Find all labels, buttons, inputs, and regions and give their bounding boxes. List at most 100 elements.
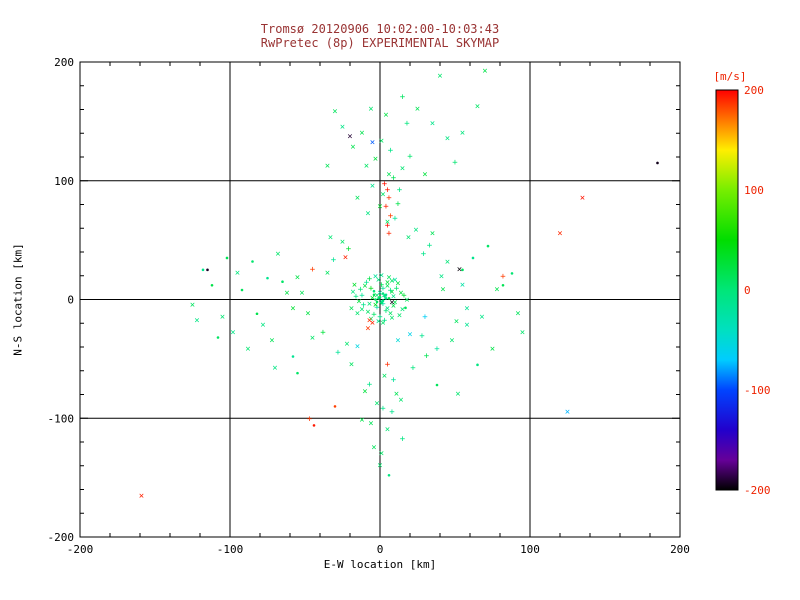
svg-text:×: × <box>400 164 405 174</box>
svg-text:+: + <box>427 241 433 251</box>
svg-text:×: × <box>359 128 364 138</box>
svg-text:×: × <box>362 387 367 397</box>
svg-text:×: × <box>310 334 315 344</box>
svg-text:×: × <box>352 280 357 290</box>
svg-text:×: × <box>415 105 420 115</box>
svg-text:×: × <box>440 285 445 295</box>
svg-text:×: × <box>349 304 354 314</box>
svg-text:×: × <box>398 289 403 299</box>
svg-text:×: × <box>404 296 409 306</box>
svg-text:×: × <box>190 300 195 310</box>
svg-text:×: × <box>194 316 199 326</box>
svg-text:0: 0 <box>744 284 751 297</box>
svg-text:×: × <box>460 128 465 138</box>
svg-text:×: × <box>295 273 300 283</box>
svg-text:×: × <box>389 298 394 308</box>
svg-text:×: × <box>359 416 364 426</box>
svg-text:×: × <box>386 170 391 180</box>
svg-text:×: × <box>385 217 390 227</box>
svg-text:×: × <box>449 336 454 346</box>
svg-text:+: + <box>361 300 367 310</box>
axis-tick-labels: -200 -100 0 100 200 -200 -100 0 100 200 <box>48 56 690 556</box>
svg-text:+: + <box>382 316 388 326</box>
svg-text:100: 100 <box>520 543 540 556</box>
svg-text:+: + <box>401 291 407 301</box>
svg-text:+: + <box>382 179 388 189</box>
svg-text:×: × <box>377 461 382 471</box>
svg-text:×: × <box>407 330 412 340</box>
svg-text:×: × <box>260 321 265 331</box>
svg-text:-100: -100 <box>48 412 75 425</box>
plot-frame <box>79 61 681 538</box>
svg-text:-200: -200 <box>48 531 75 544</box>
svg-text:×: × <box>389 287 394 297</box>
svg-text:×: × <box>389 314 394 324</box>
svg-text:×: × <box>373 154 378 164</box>
svg-text:×: × <box>245 344 250 354</box>
svg-text:+: + <box>307 414 313 424</box>
svg-text:-200: -200 <box>744 484 771 497</box>
svg-text:+: + <box>377 312 383 322</box>
svg-text:×: × <box>494 285 499 295</box>
svg-text:×: × <box>355 342 360 352</box>
svg-text:×: × <box>400 305 405 315</box>
svg-text:+: + <box>380 404 386 414</box>
svg-text:+: + <box>335 348 341 358</box>
svg-text:×: × <box>520 328 525 338</box>
svg-text:×: × <box>460 280 465 290</box>
svg-text:×: × <box>379 449 384 459</box>
svg-text:+: + <box>367 380 373 390</box>
svg-text:×: × <box>391 292 396 302</box>
svg-text:×: × <box>364 162 369 172</box>
svg-text:×: × <box>380 318 385 328</box>
svg-text:×: × <box>368 315 373 325</box>
svg-text:×: × <box>350 143 355 153</box>
svg-text:+: + <box>392 214 398 224</box>
svg-text:-100: -100 <box>744 384 771 397</box>
svg-text:+: + <box>424 352 430 362</box>
svg-text:×: × <box>371 443 376 453</box>
svg-text:×: × <box>340 238 345 248</box>
svg-text:-100: -100 <box>217 543 244 556</box>
svg-text:+: + <box>410 363 416 373</box>
svg-text:×: × <box>395 279 400 289</box>
svg-text:×: × <box>299 289 304 299</box>
svg-text:100: 100 <box>54 175 74 188</box>
svg-text:×: × <box>290 304 295 314</box>
svg-text:×: × <box>380 190 385 200</box>
svg-text:×: × <box>398 395 403 405</box>
svg-text:+: + <box>358 285 364 295</box>
svg-text:×: × <box>370 138 375 148</box>
svg-text:200: 200 <box>670 543 690 556</box>
svg-text:+: + <box>400 93 406 103</box>
svg-text:×: × <box>368 419 373 429</box>
svg-text:+: + <box>385 360 391 370</box>
svg-text:+: + <box>380 299 386 309</box>
svg-text:+: + <box>500 272 506 282</box>
svg-text:×: × <box>395 336 400 346</box>
svg-text:0: 0 <box>67 294 74 307</box>
svg-text:+: + <box>421 249 427 259</box>
svg-text:+: + <box>383 202 389 212</box>
svg-text:-200: -200 <box>67 543 94 556</box>
svg-text:×: × <box>377 289 382 299</box>
scatter-points: ××+×+××+××+××+××+××+××+××+××+××+××+××+××… <box>139 67 659 502</box>
svg-text:+: + <box>400 435 406 445</box>
svg-text:+: + <box>397 185 403 195</box>
svg-text:×: × <box>457 265 462 275</box>
svg-text:×: × <box>355 194 360 204</box>
svg-text:×: × <box>379 137 384 147</box>
svg-text:+: + <box>320 328 326 338</box>
svg-text:×: × <box>394 390 399 400</box>
svg-text:×: × <box>392 276 397 286</box>
svg-text:×: × <box>367 316 372 326</box>
svg-text:+: + <box>388 286 394 296</box>
svg-text:×: × <box>325 268 330 278</box>
svg-text:+: + <box>386 194 392 204</box>
svg-text:+: + <box>388 211 394 221</box>
svg-text:×: × <box>275 249 280 259</box>
svg-text:×: × <box>580 194 585 204</box>
svg-text:200: 200 <box>54 56 74 69</box>
